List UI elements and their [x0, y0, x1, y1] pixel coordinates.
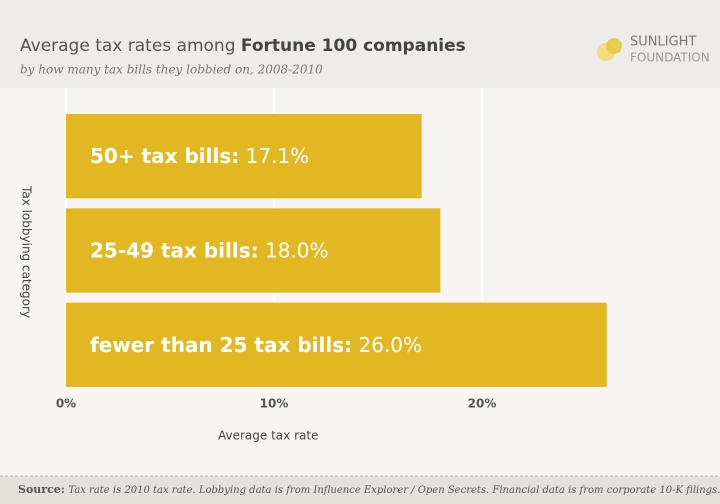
source-label: Source: — [18, 483, 65, 496]
title-bold: Fortune 100 companies — [241, 36, 466, 56]
bar — [66, 114, 422, 199]
source-text: Tax rate is 2010 tax rate. Lobbying data… — [68, 485, 720, 496]
header-bg — [0, 0, 720, 88]
value-label: 18.0% — [265, 238, 329, 262]
value-label: 17.1% — [246, 144, 310, 168]
chart-title: Average tax rates among Fortune 100 comp… — [20, 36, 466, 56]
source-note: Source: Tax rate is 2010 tax rate. Lobby… — [18, 483, 720, 496]
bar-label: 50+ tax bills: 17.1% — [90, 144, 309, 168]
logo: SUNLIGHT FOUNDATION — [597, 35, 710, 65]
bar-label: fewer than 25 tax bills: 26.0% — [90, 332, 422, 356]
title-text: Average tax rates among — [20, 36, 236, 56]
logo-text: FOUNDATION — [630, 51, 710, 65]
y-axis-label: Tax lobbying category — [20, 185, 34, 318]
x-tick-label: 10% — [260, 397, 289, 411]
bar — [66, 208, 441, 293]
category-label: fewer than 25 tax bills: — [90, 332, 352, 356]
x-tick-label: 0% — [56, 397, 76, 411]
category-label: 25-49 tax bills: — [90, 238, 259, 262]
subtitle: by how many tax bills they lobbied on, 2… — [20, 63, 323, 77]
footer-bg — [0, 476, 720, 504]
bar-label: 25-49 tax bills: 18.0% — [90, 238, 329, 262]
category-label: 50+ tax bills: — [90, 144, 239, 168]
x-axis-label: Average tax rate — [218, 429, 318, 443]
x-tick-label: 20% — [468, 397, 497, 411]
value-label: 26.0% — [359, 332, 423, 356]
bar — [66, 302, 607, 387]
logo-sun — [606, 38, 622, 54]
logo-text: SUNLIGHT — [630, 35, 696, 50]
